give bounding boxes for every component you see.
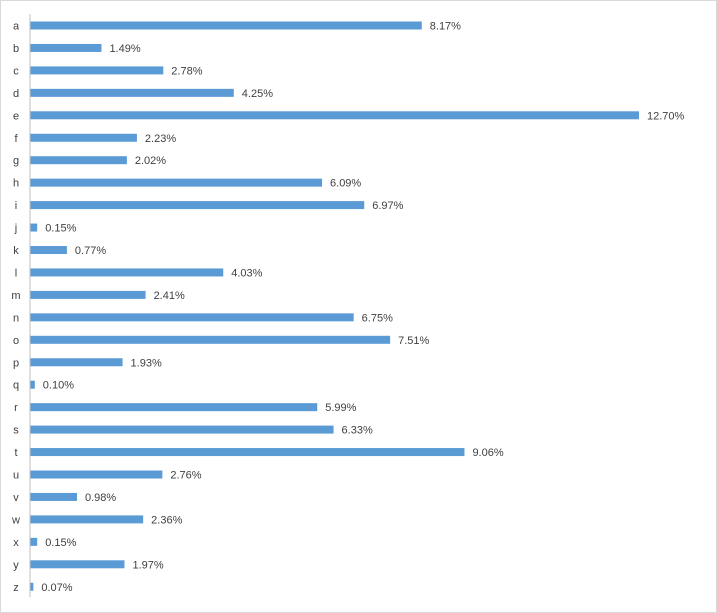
data-label-e: 12.70%	[647, 110, 685, 122]
bar-i	[30, 201, 365, 210]
data-label-c: 2.78%	[171, 65, 202, 77]
category-label-f: f	[14, 133, 18, 145]
bar-b	[30, 43, 102, 52]
data-label-b: 1.49%	[109, 43, 140, 55]
bar-p	[30, 358, 123, 367]
bar-n	[30, 313, 354, 322]
bar-l	[30, 268, 224, 277]
category-label-z: z	[13, 582, 19, 594]
category-label-l: l	[15, 267, 17, 279]
bar-v	[30, 492, 77, 501]
data-label-l: 4.03%	[231, 267, 262, 279]
category-label-c: c	[13, 65, 19, 77]
data-labels: 8.17% 1.49% 2.78% 4.25% 12.70% 2.23% 2.02% 6.09…	[41, 21, 684, 594]
bar-a	[30, 21, 422, 30]
bar-x	[30, 537, 38, 546]
bar-t	[30, 448, 465, 457]
category-label-m: m	[11, 290, 20, 302]
bar-y	[30, 560, 125, 569]
data-label-f: 2.23%	[145, 133, 176, 145]
category-label-p: p	[13, 357, 19, 369]
data-label-p: 1.93%	[131, 357, 162, 369]
bar-m	[30, 290, 146, 299]
bar-g	[30, 156, 127, 165]
bar-d	[30, 88, 234, 97]
category-label-n: n	[13, 312, 19, 324]
data-label-x: 0.15%	[45, 537, 76, 549]
data-label-y: 1.97%	[132, 559, 163, 571]
bar-h	[30, 178, 323, 187]
data-label-r: 5.99%	[325, 402, 356, 414]
data-label-t: 9.06%	[472, 447, 503, 459]
category-label-i: i	[15, 200, 17, 212]
bars-layer	[30, 21, 639, 591]
bar-k	[30, 246, 67, 254]
data-label-i: 6.97%	[372, 200, 403, 212]
data-label-w: 2.36%	[151, 514, 182, 526]
data-label-m: 2.41%	[154, 290, 185, 302]
data-label-v: 0.98%	[85, 492, 116, 504]
category-label-o: o	[13, 335, 19, 347]
category-label-e: e	[13, 110, 19, 122]
category-label-s: s	[13, 425, 19, 437]
bar-q	[30, 380, 35, 389]
category-label-b: b	[13, 43, 19, 55]
category-label-g: g	[13, 155, 19, 167]
category-label-w: w	[11, 514, 20, 526]
data-label-u: 2.76%	[170, 470, 201, 482]
bar-w	[30, 515, 144, 524]
category-label-y: y	[13, 559, 19, 571]
data-label-o: 7.51%	[398, 335, 429, 347]
category-label-k: k	[13, 245, 19, 257]
category-label-v: v	[13, 492, 19, 504]
data-label-j: 0.15%	[45, 223, 76, 235]
data-label-h: 6.09%	[330, 178, 361, 190]
data-label-d: 4.25%	[242, 88, 273, 100]
bar-f	[30, 133, 137, 142]
data-label-n: 6.75%	[362, 312, 393, 324]
data-label-a: 8.17%	[430, 21, 461, 33]
data-label-g: 2.02%	[135, 155, 166, 167]
bar-u	[30, 470, 163, 479]
data-label-k: 0.77%	[75, 245, 106, 257]
bar-r	[30, 403, 318, 412]
category-label-h: h	[13, 178, 19, 190]
category-label-x: x	[13, 537, 19, 549]
bar-j	[30, 223, 38, 232]
category-label-r: r	[14, 402, 18, 414]
bar-z	[30, 582, 34, 591]
bar-e	[30, 111, 639, 120]
category-label-u: u	[13, 470, 19, 482]
category-label-q: q	[13, 380, 19, 392]
category-label-j: j	[14, 223, 17, 235]
bar-s	[30, 425, 334, 434]
data-label-z: 0.07%	[41, 582, 72, 594]
category-label-t: t	[14, 447, 17, 459]
category-label-a: a	[13, 21, 20, 33]
data-label-s: 6.33%	[342, 425, 373, 437]
bar-c	[30, 66, 164, 75]
category-label-d: d	[13, 88, 19, 100]
data-label-q: 0.10%	[43, 380, 74, 392]
bar-o	[30, 335, 391, 344]
